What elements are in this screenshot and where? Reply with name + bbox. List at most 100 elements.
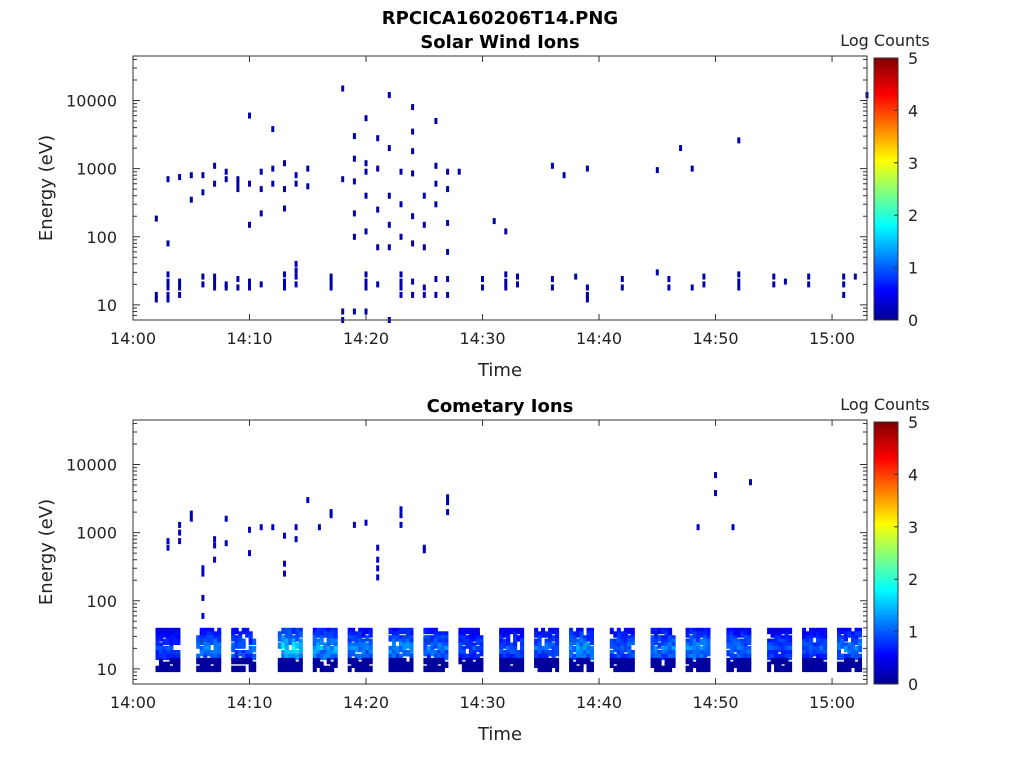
heatmap-cell (616, 645, 621, 653)
heatmap-cell (613, 665, 618, 673)
heatmap-cell (422, 192, 426, 199)
heatmap-cell (513, 627, 518, 635)
heatmap-cell (551, 653, 556, 661)
heatmap-cell (376, 165, 380, 172)
heatmap-cell (361, 627, 366, 635)
heatmap-cell (740, 657, 745, 665)
heatmap-cell (238, 638, 243, 645)
heatmap-cell (358, 631, 363, 638)
heatmap-cell (437, 642, 442, 649)
heatmap-cell (816, 650, 821, 657)
heatmap-cell (284, 635, 289, 642)
heatmap-cell (333, 657, 338, 665)
heatmap-cell (516, 665, 521, 673)
heatmap-cell (661, 645, 666, 653)
heatmap-cell (579, 631, 584, 638)
heatmap-cell (361, 631, 366, 638)
heatmap-cell (402, 642, 407, 649)
heatmap-cell (352, 178, 356, 185)
heatmap-cell (231, 665, 236, 673)
heatmap-cell (351, 657, 356, 665)
heatmap-cell (330, 650, 335, 657)
heatmap-cell (347, 650, 352, 657)
heatmap-cell (572, 645, 577, 653)
heatmap-cell (749, 479, 752, 486)
heatmap-cell (319, 645, 324, 653)
heatmap-cell (199, 665, 204, 673)
heatmap-cell (203, 642, 208, 649)
heatmap-cell (696, 635, 701, 642)
heatmap-cell (333, 638, 338, 645)
heatmap-cell (472, 645, 477, 653)
heatmap-cell (851, 638, 855, 645)
heatmap-cell (294, 536, 298, 543)
heatmap-cell (548, 665, 553, 673)
heatmap-cell (685, 650, 690, 657)
heatmap-cell (271, 165, 275, 172)
heatmap-cell (368, 653, 373, 661)
heatmap-cell (774, 665, 779, 673)
heatmap-cell (696, 665, 701, 673)
heatmap-cell (506, 665, 511, 673)
heatmap-cell (172, 657, 177, 665)
heatmap-cell (627, 642, 632, 649)
heatmap-cell (430, 657, 435, 665)
heatmap-cell (206, 631, 211, 638)
heatmap-cell (685, 627, 690, 635)
heatmap-cell (668, 653, 673, 661)
heatmap-cell (823, 650, 828, 657)
heatmap-cell (409, 665, 414, 673)
heatmap-cell (657, 653, 662, 661)
heatmap-cell (169, 653, 174, 661)
heatmap-cell (241, 650, 246, 657)
heatmap-cell (667, 276, 671, 282)
x-tick-label: 14:20 (343, 329, 389, 348)
heatmap-cell (706, 665, 711, 673)
heatmap-cell (440, 665, 445, 673)
heatmap-cell (392, 665, 396, 673)
cometary-colorbar (873, 421, 899, 685)
heatmap-cell (166, 650, 170, 657)
heatmap-cell (513, 665, 518, 673)
heatmap-cell (166, 653, 170, 661)
heatmap-cell (426, 653, 431, 661)
heatmap-cell (465, 642, 470, 649)
heatmap-cell (847, 642, 852, 649)
heatmap-cell (213, 542, 217, 549)
heatmap-cell (551, 627, 556, 635)
heatmap-cell (513, 661, 518, 668)
heatmap-cell (284, 627, 289, 635)
heatmap-cell (823, 665, 828, 673)
heatmap-cell (392, 635, 396, 642)
heatmap-cell (627, 665, 632, 673)
heatmap-cell (203, 665, 208, 673)
heatmap-cell (788, 638, 793, 645)
heatmap-cell (354, 638, 359, 645)
heatmap-cell (743, 645, 748, 653)
heatmap-cell (685, 653, 690, 661)
heatmap-cell (823, 638, 828, 645)
heatmap-cell (858, 642, 862, 649)
heatmap-cell (440, 631, 445, 638)
heatmap-cell (569, 638, 574, 645)
heatmap-cell (579, 665, 584, 673)
heatmap-cell (298, 638, 303, 645)
heatmap-cell (736, 653, 741, 661)
heatmap-cell (747, 657, 752, 665)
y-tick-label: 1000 (76, 524, 117, 543)
heatmap-cell (213, 273, 217, 280)
heatmap-cell (551, 645, 556, 653)
heatmap-cell (809, 645, 814, 653)
heatmap-cell (354, 653, 359, 661)
heatmap-cell (731, 524, 735, 531)
heatmap-cell (657, 661, 662, 668)
heatmap-cell (288, 653, 293, 661)
heatmap-cell (213, 278, 217, 285)
heatmap-cell (399, 506, 403, 513)
heatmap-cell (347, 635, 352, 642)
solar-wind-colorbar-label: Log Counts (840, 31, 930, 50)
heatmap-cell (392, 661, 396, 668)
colorbar-tick-label: 5 (908, 49, 918, 68)
heatmap-cell (217, 657, 222, 665)
heatmap-cell (354, 661, 359, 668)
